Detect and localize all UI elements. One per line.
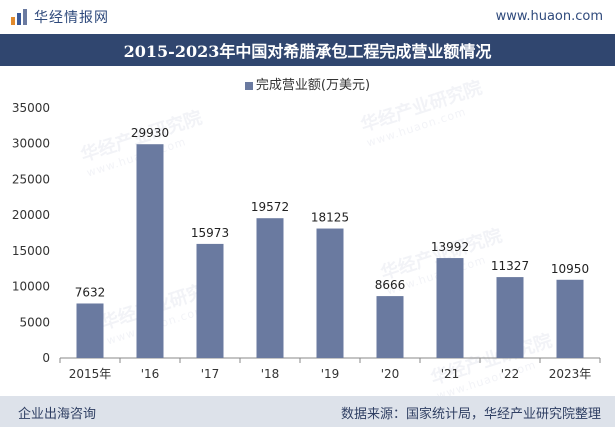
- x-tick-label: '18: [261, 367, 280, 381]
- bar-value-label: 15973: [191, 226, 229, 240]
- y-tick-label: 25000: [12, 172, 50, 186]
- bar: [76, 303, 104, 358]
- chart-legend: 完成营业额(万美元): [0, 74, 615, 93]
- bar: [196, 243, 224, 358]
- bar: [556, 279, 584, 358]
- bar-value-label: 18125: [311, 211, 349, 225]
- y-tick-label: 15000: [12, 244, 50, 258]
- site-url-link[interactable]: www.huaon.com: [495, 9, 603, 24]
- bar-value-label: 7632: [75, 285, 106, 299]
- y-tick-label: 0: [42, 351, 50, 365]
- footer-left-text: 企业出海咨询: [18, 407, 97, 422]
- bar-value-label: 8666: [375, 278, 406, 292]
- bar: [256, 218, 284, 358]
- x-tick-label: '22: [501, 367, 520, 381]
- title-bar: 2015-2023年中国对希腊承包工程完成营业额情况: [0, 34, 615, 66]
- y-tick-label: 20000: [12, 208, 50, 222]
- bar-value-label: 13992: [431, 240, 469, 254]
- chart-title: 2015-2023年中国对希腊承包工程完成营业额情况: [123, 42, 492, 61]
- brand-name: 华经情报网: [34, 10, 109, 26]
- bar-value-label: 10950: [551, 262, 589, 276]
- bar: [376, 296, 404, 358]
- bar-value-label: 29930: [131, 126, 169, 140]
- footer: 企业出海咨询 数据来源：国家统计局，华经产业研究院整理: [0, 396, 615, 427]
- y-tick-label: 35000: [12, 101, 50, 115]
- x-tick-label: '20: [381, 367, 400, 381]
- x-tick-label: '17: [201, 367, 220, 381]
- legend-swatch: [244, 81, 253, 90]
- bar-value-label: 11327: [491, 259, 529, 273]
- x-tick-label: '19: [321, 367, 340, 381]
- bar-value-label: 19572: [251, 200, 289, 214]
- y-tick-label: 5000: [19, 315, 50, 329]
- legend-label: 完成营业额(万美元): [255, 78, 371, 93]
- top-bar: 华经情报网 www.huaon.com: [0, 0, 615, 34]
- data-source-text: 数据来源：国家统计局，华经产业研究院整理: [340, 407, 601, 422]
- x-tick-label: '21: [441, 367, 460, 381]
- bar: [316, 228, 344, 358]
- bar: [436, 258, 464, 358]
- y-tick-label: 30000: [12, 137, 50, 151]
- brand-logo-icon: [11, 9, 27, 25]
- brand[interactable]: 华经情报网: [10, 7, 109, 27]
- x-tick-label: '16: [141, 367, 160, 381]
- y-tick-label: 10000: [12, 280, 50, 294]
- bar: [496, 277, 524, 358]
- bar: [136, 144, 164, 358]
- x-tick-label: 2015年: [69, 367, 112, 381]
- x-tick-label: 2023年: [549, 367, 592, 381]
